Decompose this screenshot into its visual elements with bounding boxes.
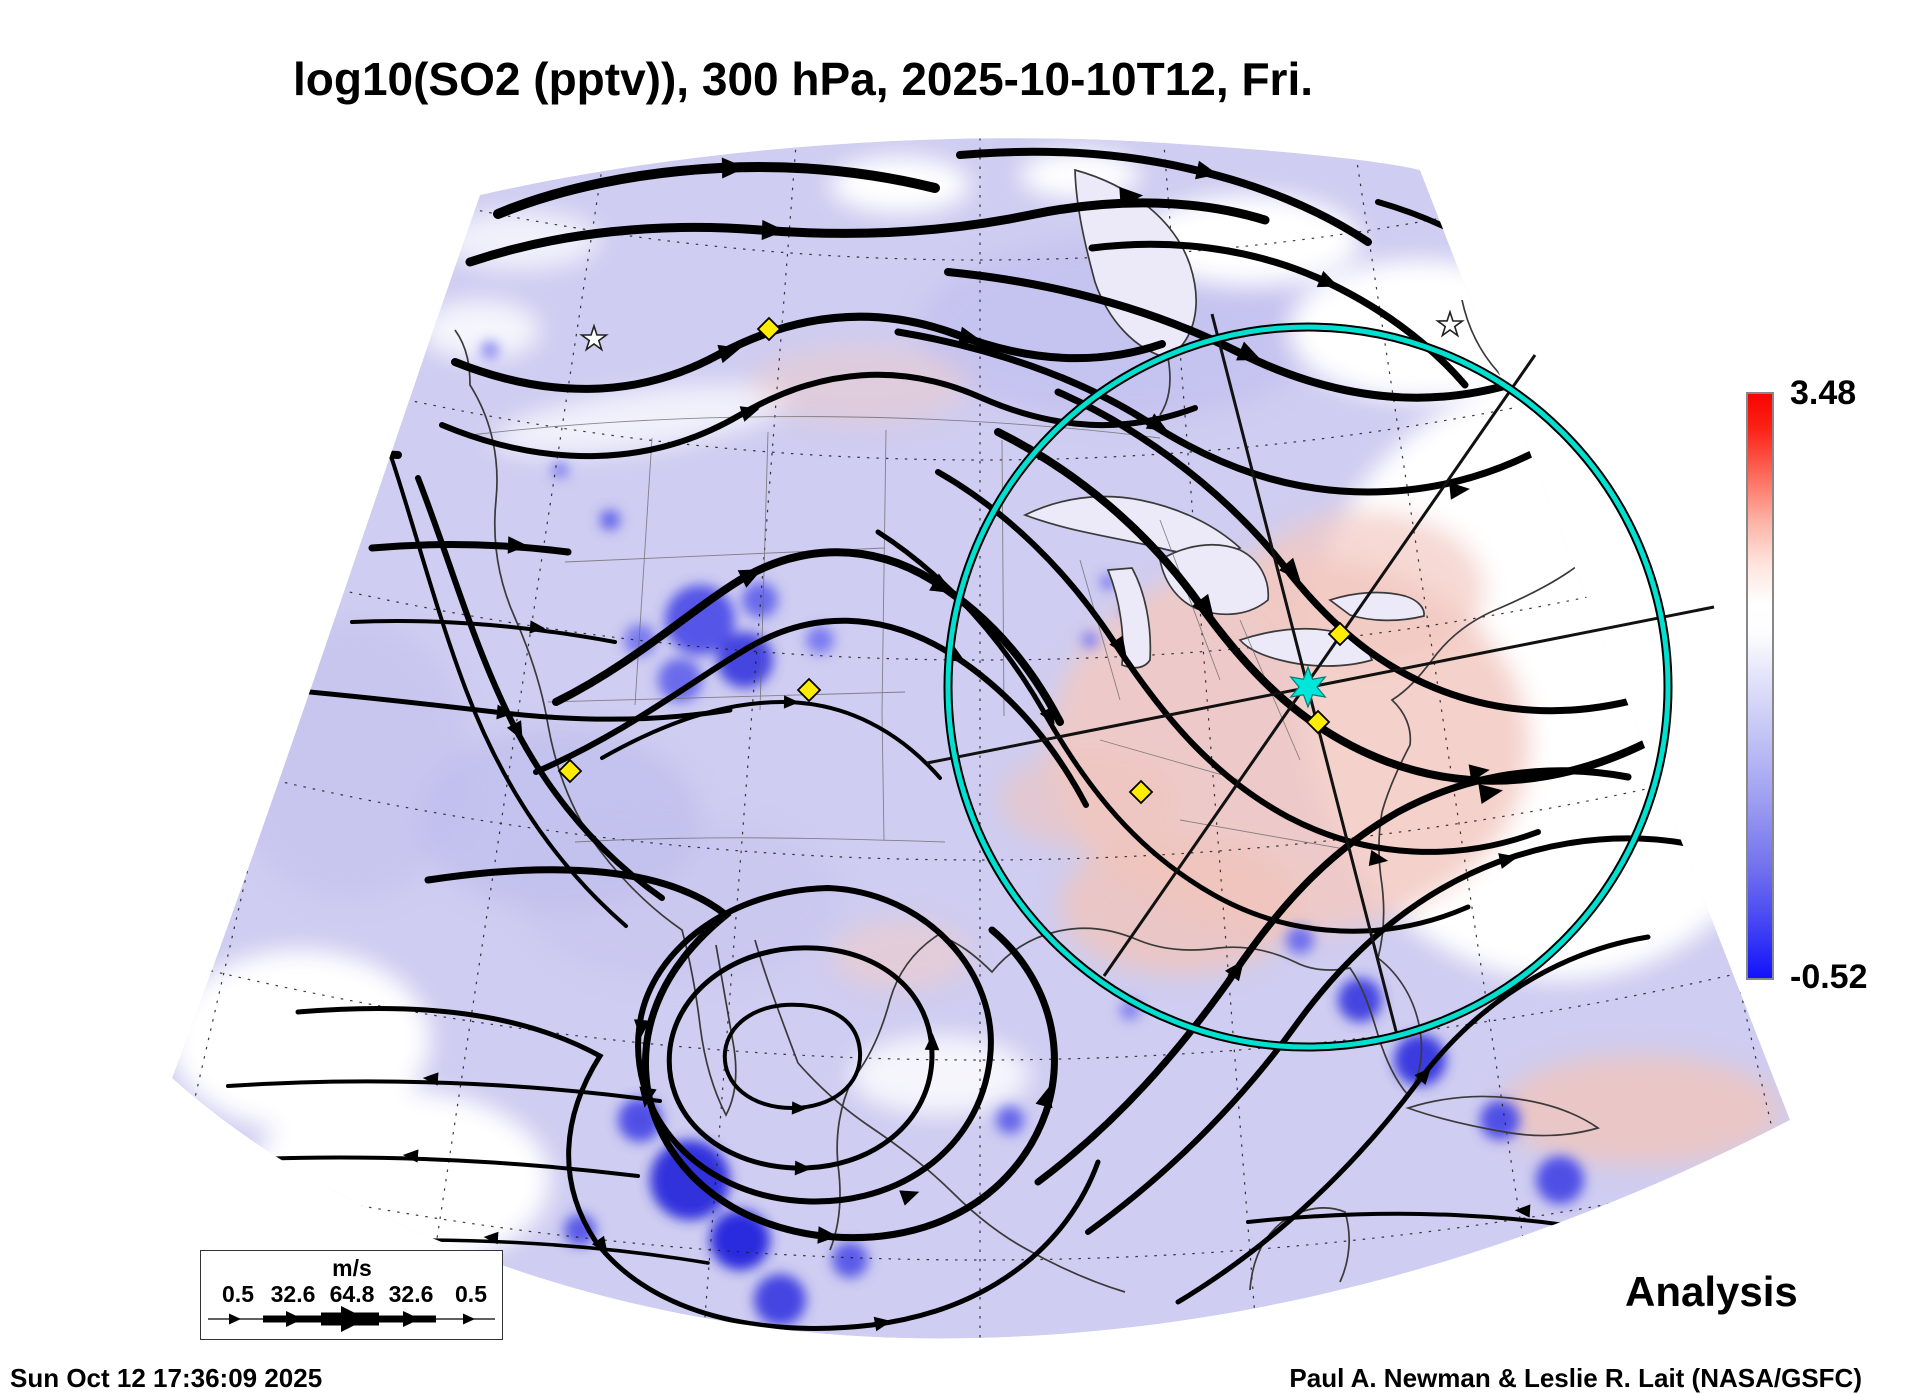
streamline [1175, 934, 1651, 1305]
streamline [368, 541, 572, 556]
legend-arrowhead [229, 1313, 241, 1325]
wind-speed-legend: m/s 0.5 32.6 64.8 32.6 0.5 [200, 1250, 503, 1340]
streamline [994, 428, 1652, 785]
range-circle [943, 322, 1673, 1052]
streamline [875, 529, 1471, 934]
streamline [493, 162, 940, 219]
colorbar-max-label: 3.48 [1790, 374, 1857, 412]
wind-legend-tick: 32.6 [270, 1281, 316, 1307]
streamline [894, 328, 1582, 496]
streamline [451, 312, 1166, 393]
wind-legend-units-label: m/s [332, 1255, 372, 1281]
wind-legend-tick: 64.8 [329, 1281, 375, 1307]
colorbar-gradient [1746, 392, 1774, 980]
streamline [226, 1079, 662, 1103]
state-borders [469, 416, 1351, 851]
streamline [956, 147, 1372, 246]
streamlines [212, 147, 1790, 1331]
radial-lines [926, 313, 1715, 1036]
product-type-label: Analysis [1625, 1268, 1798, 1315]
colorbar-min-label: -0.52 [1790, 958, 1868, 996]
james-bay [1159, 357, 1171, 416]
legend-arrowhead [403, 1311, 420, 1327]
wind-legend-tick: 0.5 [455, 1281, 487, 1307]
coastline-cuba [1405, 1095, 1600, 1137]
streamline [241, 444, 402, 459]
streamline [635, 885, 994, 1205]
streamline [533, 617, 1089, 808]
credit-text: Paul A. Newman & Leslie R. Lait (NASA/GS… [1289, 1363, 1862, 1393]
legend-arrowhead [286, 1311, 303, 1327]
streamline [376, 416, 628, 928]
balloon-star-marker [1289, 665, 1327, 709]
coastline-gulf-eastcoast [851, 559, 1586, 1097]
lake-michigan [1106, 567, 1152, 669]
streamline [1034, 767, 1632, 1186]
wind-legend-tick: 32.6 [388, 1281, 434, 1307]
lake-huron [1159, 544, 1270, 616]
wind-legend-arrow-scale [208, 1306, 495, 1332]
generation-timestamp: Sun Oct 12 17:36:09 2025 [10, 1363, 323, 1393]
streamline [1085, 835, 1751, 1235]
streamline [600, 699, 942, 780]
figure-title: log10(SO2 (pptv)), 300 hPa, 2025-10-10T1… [292, 53, 1314, 105]
legend-arrowhead [341, 1306, 367, 1332]
streamline [439, 371, 1198, 459]
streamline [415, 475, 665, 901]
coastline-mexico-west [754, 939, 1126, 1293]
streamline [350, 618, 617, 644]
streamline [722, 1002, 863, 1111]
legend-arrowhead [463, 1313, 475, 1325]
streamline [552, 548, 1064, 726]
wind-legend-tick: 0.5 [222, 1281, 254, 1307]
streamline [1054, 388, 1732, 715]
streamline [465, 198, 1270, 267]
coastline-yucatan [1249, 1207, 1350, 1291]
streamline [227, 682, 733, 722]
streamline [935, 469, 1541, 855]
